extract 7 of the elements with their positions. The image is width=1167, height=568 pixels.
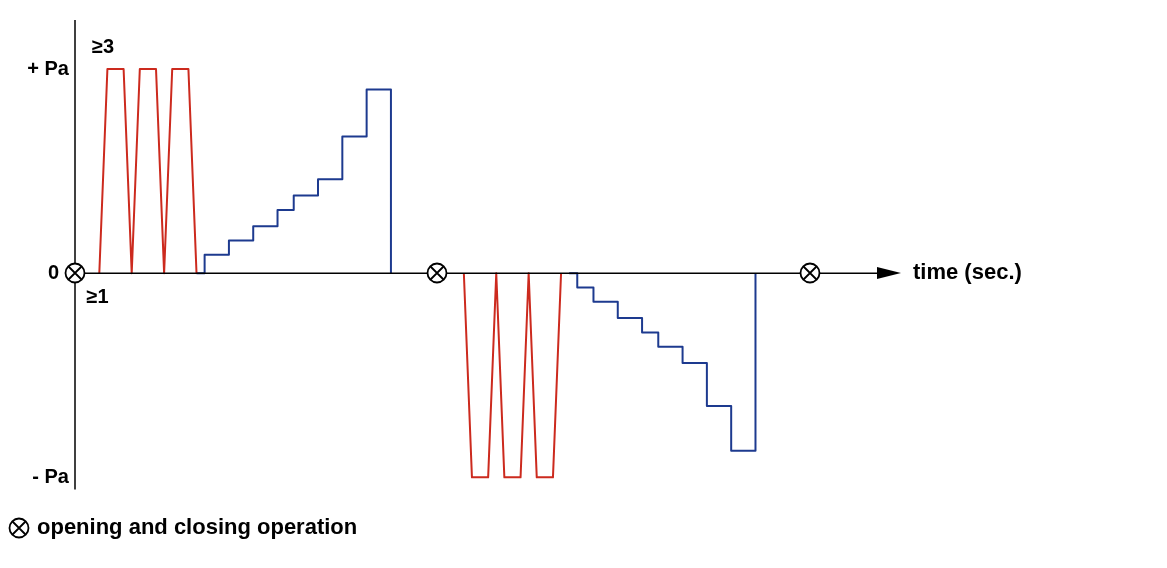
text: - Pa [32,464,70,487]
text: + Pa [27,56,70,79]
text: 0 [47,260,59,283]
text: opening and closing operation [37,513,358,539]
annotation: ≥1 [86,284,109,307]
text: ≥3 [92,34,115,57]
x-axis-title: time (sec.) [913,259,1022,285]
